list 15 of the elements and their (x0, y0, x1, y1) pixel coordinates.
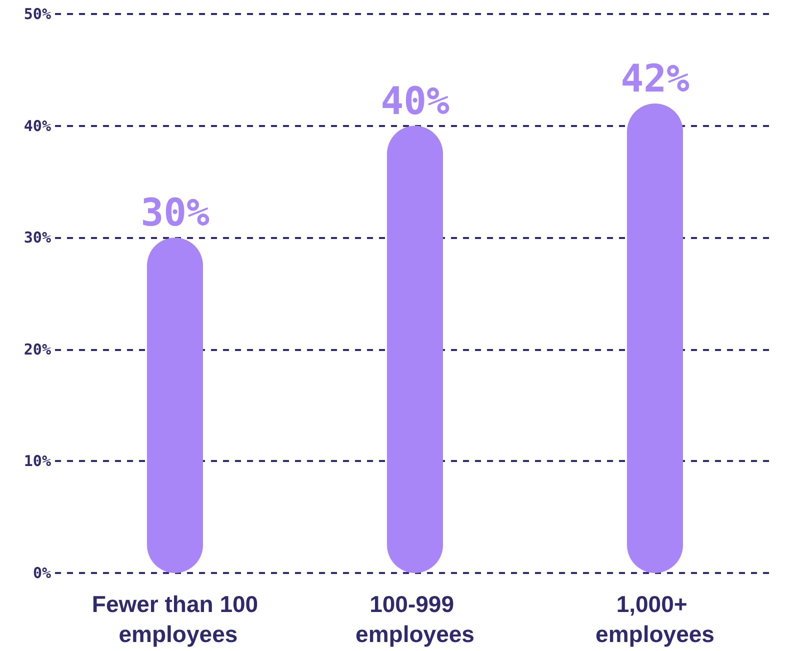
x-tick-label: 100-999 employees (356, 591, 474, 647)
y-tick-label: 50% (24, 5, 51, 23)
x-tick-label: Fewer than 100 employees (92, 591, 258, 647)
bar (147, 238, 203, 573)
bar (627, 103, 683, 573)
bar (387, 126, 443, 573)
y-tick-label: 20% (24, 340, 51, 358)
data-label: 30% (140, 190, 210, 235)
data-label: 40% (380, 78, 450, 123)
y-tick-label: 40% (24, 116, 51, 135)
y-tick-label: 0% (32, 564, 51, 582)
y-tick-label: 30% (24, 228, 51, 247)
data-label: 42% (620, 56, 690, 100)
y-tick-label: 10% (24, 452, 51, 470)
x-tick-label: 1,000+ employees (596, 591, 714, 647)
